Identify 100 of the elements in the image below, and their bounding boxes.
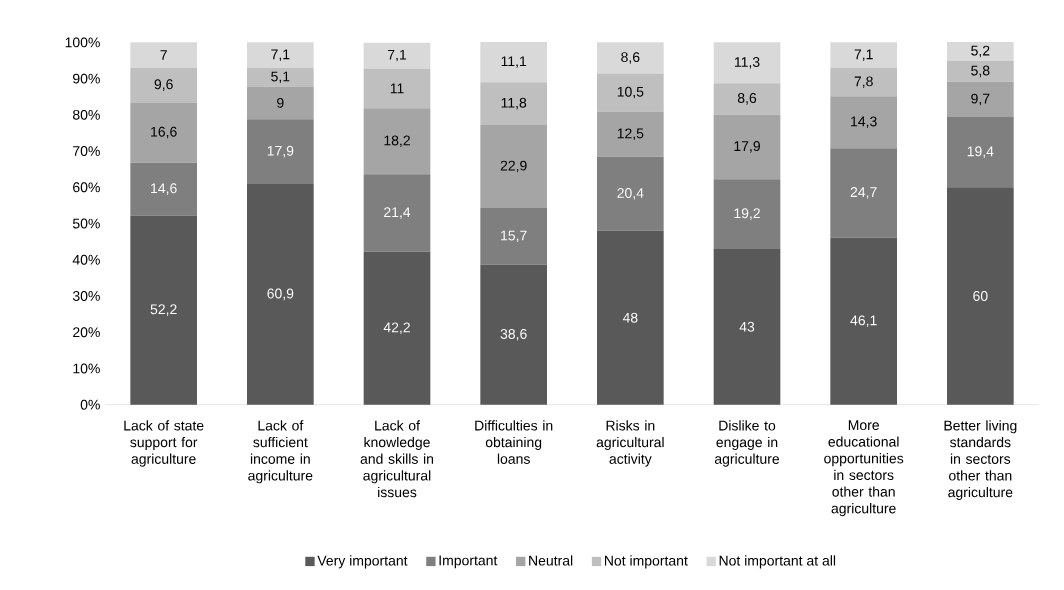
data-label: 9,7 bbox=[971, 93, 990, 106]
data-label: 19,2 bbox=[734, 208, 760, 220]
bar bbox=[130, 162, 197, 216]
bar bbox=[713, 179, 781, 249]
bar bbox=[597, 111, 664, 157]
bar bbox=[130, 102, 197, 163]
data-label: 9,6 bbox=[154, 79, 173, 91]
bar bbox=[363, 251, 431, 405]
data-label: 7,1 bbox=[854, 49, 873, 61]
data-label: 21,4 bbox=[384, 207, 411, 219]
bar bbox=[130, 67, 197, 103]
data-label: 42,2 bbox=[383, 322, 410, 335]
y-tick-label: 70% bbox=[73, 146, 100, 157]
data-label: 20,4 bbox=[617, 188, 644, 200]
legend-label: Important bbox=[439, 555, 498, 569]
data-label: 38,6 bbox=[500, 328, 527, 341]
bar bbox=[363, 174, 431, 252]
y-tick-label: 0% bbox=[80, 399, 100, 410]
x-tick-label: Lack of sufficient income in agriculture bbox=[248, 420, 313, 484]
x-tick-label: Risks in agricultural activity bbox=[596, 420, 664, 467]
y-tick-label: 30% bbox=[72, 291, 100, 301]
legend-label: Very important bbox=[317, 555, 408, 569]
data-label: 5,2 bbox=[971, 45, 990, 58]
data-label: 15,7 bbox=[501, 230, 527, 243]
legend-label: Neutral bbox=[529, 555, 573, 566]
bar bbox=[713, 248, 781, 405]
bar bbox=[947, 42, 1014, 61]
x-tick-label: More educational opportunities in sectors other than agriculture bbox=[824, 420, 904, 517]
data-label: 8,6 bbox=[737, 93, 757, 105]
bar bbox=[597, 73, 664, 112]
y-tick-label: 40% bbox=[72, 254, 100, 265]
bar bbox=[597, 230, 664, 405]
bar bbox=[130, 42, 197, 68]
bar bbox=[480, 264, 548, 405]
data-label: 60 bbox=[973, 291, 988, 301]
x-tick-label: Lack of knowledge and skills in agricultural issues bbox=[360, 420, 434, 498]
bar bbox=[247, 86, 314, 120]
bar bbox=[363, 42, 431, 69]
data-label: 5,1 bbox=[271, 71, 290, 84]
data-label: 11,3 bbox=[734, 57, 760, 69]
data-label: 11 bbox=[390, 83, 404, 94]
data-label: 11,1 bbox=[501, 56, 527, 68]
data-label: 16,6 bbox=[151, 126, 177, 139]
legend-label: Not important at all bbox=[719, 555, 836, 569]
bar bbox=[947, 81, 1014, 117]
data-label: 43 bbox=[739, 321, 755, 332]
x-tick-label: Lack of state support for agriculture bbox=[124, 420, 204, 467]
data-label: 17,9 bbox=[734, 141, 760, 153]
bar bbox=[480, 82, 548, 125]
y-tick-label: 90% bbox=[73, 73, 100, 84]
y-tick-label: 10% bbox=[73, 363, 100, 374]
bar bbox=[480, 42, 548, 83]
bar bbox=[597, 156, 664, 231]
bar bbox=[597, 42, 664, 74]
bar bbox=[830, 237, 898, 405]
bar bbox=[830, 148, 898, 238]
data-label: 8,6 bbox=[621, 52, 640, 64]
bar bbox=[480, 207, 548, 265]
data-label: 52,2 bbox=[150, 304, 177, 316]
bar bbox=[947, 60, 1014, 82]
bar bbox=[947, 117, 1014, 188]
legend-label: Not important bbox=[604, 555, 688, 569]
data-label: 7,8 bbox=[854, 76, 873, 89]
bar bbox=[830, 68, 898, 97]
bar bbox=[247, 119, 314, 185]
data-label: 14,3 bbox=[851, 116, 877, 129]
bar bbox=[247, 184, 314, 405]
bar bbox=[130, 215, 197, 405]
data-label: 17,9 bbox=[267, 145, 294, 158]
y-tick-label: 20% bbox=[73, 327, 100, 338]
y-tick-label: 80% bbox=[72, 109, 100, 120]
data-label: 7,1 bbox=[387, 49, 407, 62]
bar bbox=[830, 96, 898, 149]
bar bbox=[947, 187, 1014, 405]
x-tick-label: Better living standards in sectors other than agriculture bbox=[944, 420, 1017, 500]
bar bbox=[713, 114, 781, 180]
y-tick-label: 60% bbox=[73, 182, 100, 193]
bar bbox=[713, 83, 781, 115]
data-label: 9 bbox=[277, 97, 284, 108]
data-label: 11,8 bbox=[501, 97, 527, 110]
data-label: 14,6 bbox=[151, 183, 177, 195]
data-label: 5,8 bbox=[971, 65, 990, 78]
data-label: 7 bbox=[160, 50, 167, 60]
data-label: 12,5 bbox=[617, 128, 644, 140]
bar bbox=[480, 124, 548, 208]
bar bbox=[713, 42, 781, 84]
data-label: 22,9 bbox=[500, 160, 527, 173]
y-tick-label: 100% bbox=[65, 37, 100, 48]
data-label: 46,1 bbox=[850, 315, 877, 327]
y-tick-label: 50% bbox=[72, 218, 100, 229]
x-tick-label: Difficulties in obtaining loans bbox=[475, 420, 553, 464]
bar bbox=[363, 68, 431, 109]
data-label: 10,5 bbox=[617, 86, 644, 99]
data-label: 60,9 bbox=[267, 288, 294, 301]
data-label: 48 bbox=[622, 312, 638, 323]
bar bbox=[830, 42, 898, 69]
data-label: 19,4 bbox=[967, 146, 994, 158]
bar bbox=[247, 68, 314, 87]
data-label: 7,1 bbox=[271, 49, 290, 61]
bar bbox=[363, 108, 431, 175]
